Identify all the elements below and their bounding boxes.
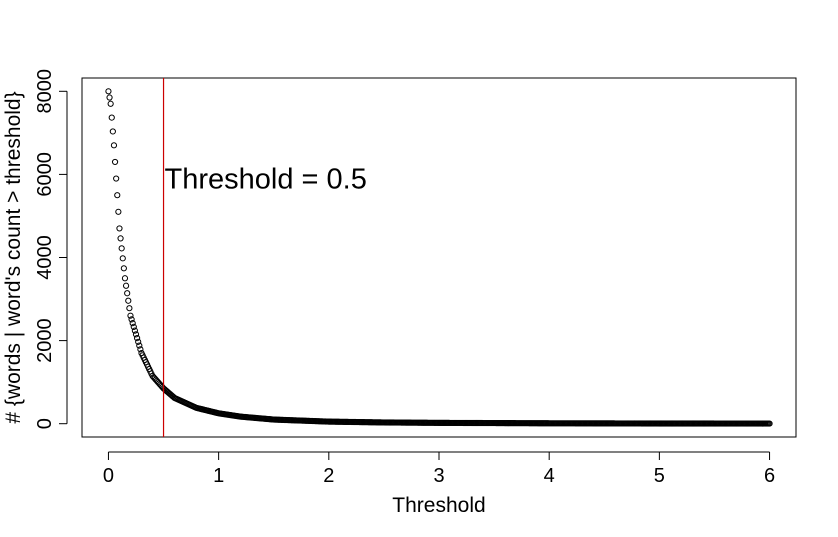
data-point [111, 158, 119, 166]
plot-frame [81, 77, 797, 438]
data-point [108, 114, 115, 121]
data-point [115, 208, 122, 215]
data-point [127, 312, 134, 319]
data-point [126, 305, 133, 312]
x-tick-label: 5 [654, 465, 665, 487]
data-point [110, 142, 118, 149]
data-point [121, 275, 129, 282]
data-point [130, 323, 137, 330]
data-point [131, 327, 138, 334]
y-tick-label: 0 [34, 418, 56, 429]
data-point [137, 346, 144, 353]
data-point [132, 331, 140, 338]
data-point [136, 342, 143, 349]
x-axis: 0 1 2 3 4 5 6 [103, 451, 775, 487]
data-point [109, 128, 116, 135]
data-point [129, 320, 136, 327]
x-tick-label: 1 [213, 465, 224, 487]
data-point [107, 100, 114, 107]
data-point [106, 94, 113, 101]
y-tick-label: 4000 [34, 235, 56, 280]
y-axis: 0 2000 4000 6000 8000 [34, 69, 68, 429]
x-tick-label: 4 [544, 465, 555, 487]
y-tick-label: 8000 [34, 69, 56, 114]
data-point [128, 316, 135, 323]
x-tick-label: 6 [764, 465, 775, 487]
x-axis-title: Threshold [392, 494, 485, 517]
data-point [118, 245, 125, 252]
x-tick-label: 3 [433, 465, 444, 487]
data-point [124, 290, 131, 297]
data-point [135, 338, 142, 345]
data-point [105, 88, 112, 95]
data-point [119, 255, 126, 262]
data-point [122, 282, 130, 289]
y-tick-label: 6000 [34, 152, 56, 197]
data-point [133, 335, 141, 342]
data-point [114, 192, 121, 199]
data-point [120, 265, 127, 272]
x-tick-label: 2 [323, 465, 334, 487]
data-point [117, 235, 124, 242]
data-point [766, 420, 773, 427]
x-tick-label: 0 [103, 465, 114, 487]
y-axis-title: # {words | word's count > threshold} [2, 91, 25, 423]
data-point [125, 297, 132, 304]
threshold-annotation: Threshold = 0.5 [165, 164, 367, 196]
data-points [105, 88, 773, 427]
data-point [113, 175, 120, 182]
y-tick-label: 2000 [34, 318, 56, 363]
data-point [116, 225, 123, 232]
